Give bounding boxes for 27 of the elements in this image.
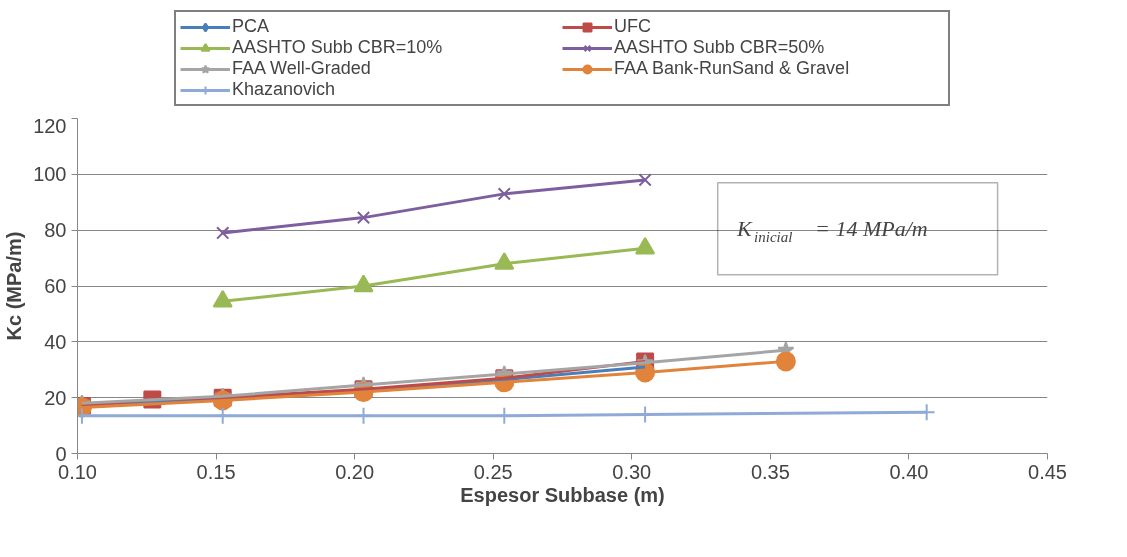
legend-label: AASHTO Subb CBR=50% <box>614 37 826 58</box>
point <box>216 226 230 240</box>
legend-label: Khazanovich <box>232 79 337 100</box>
y-tick-label: 20 <box>44 386 67 409</box>
x-axis-title: Espesor Subbase (m) <box>460 483 665 506</box>
x-tick-label: 0.45 <box>1028 460 1067 483</box>
x-tick-label: 0.25 <box>473 460 513 483</box>
legend-label: AASHTO Subb CBR=10% <box>232 37 444 58</box>
y-axis-title: Kc (MPa/m) <box>3 231 26 341</box>
y-tick-label: 120 <box>33 114 67 137</box>
x-tick-label: 0.35 <box>750 460 790 483</box>
x-tick-label: 0.20 <box>335 460 375 483</box>
point <box>497 187 511 201</box>
x-tick-label: 0.40 <box>889 460 929 483</box>
y-tick-label: 80 <box>44 219 67 242</box>
y-tick-label: 60 <box>44 275 67 297</box>
point <box>356 210 371 225</box>
x-tick-label: 0.15 <box>196 460 236 483</box>
legend-label: UFC <box>614 16 652 37</box>
y-tick-label: 100 <box>33 163 67 186</box>
legend-label: FAA Bank-RunSand & Gravel <box>614 58 851 79</box>
point <box>775 351 796 372</box>
y-tick-label: 40 <box>44 330 67 353</box>
point <box>638 173 652 187</box>
x-tick-label: 0.30 <box>612 460 652 483</box>
legend-label: PCA <box>232 16 270 37</box>
legend-label: FAA Well-Graded <box>232 58 372 79</box>
